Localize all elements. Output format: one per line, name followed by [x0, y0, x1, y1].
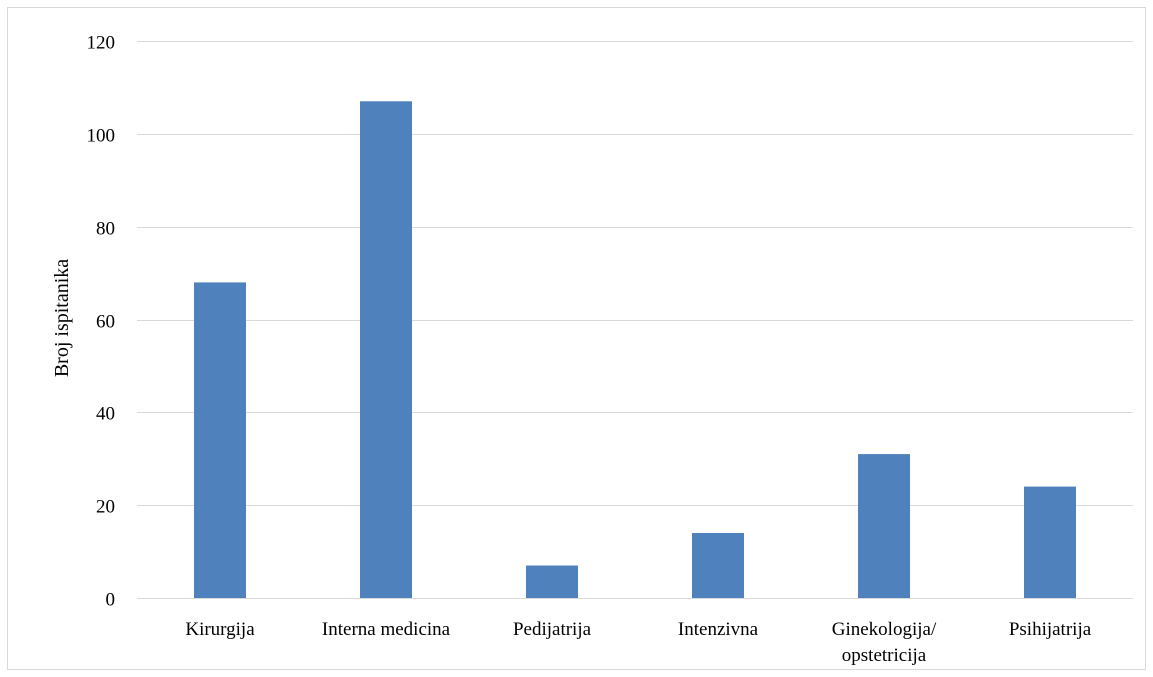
x-tick-label: Ginekologija/opstetricija: [832, 619, 937, 666]
bar: [692, 533, 744, 598]
y-tick-label: 20: [96, 497, 115, 518]
y-tick-labels: 0 20 40 60 80 100 120: [87, 33, 116, 611]
bar: [1024, 486, 1076, 598]
gridlines: [137, 41, 1133, 599]
bar: [858, 454, 910, 598]
bar: [360, 101, 412, 599]
bar: [526, 565, 578, 598]
x-tick-label: Kirurgija: [185, 619, 255, 640]
y-tick-label: 120: [87, 33, 116, 54]
y-axis-title: Broj ispitanika: [51, 259, 73, 377]
y-tick-label: 0: [106, 590, 116, 611]
bar: [194, 282, 246, 598]
x-tick-label: Psihijatrija: [1009, 619, 1092, 640]
x-tick-label: Intenzivna: [678, 619, 759, 640]
bars: [194, 101, 1076, 599]
y-tick-label: 40: [96, 404, 115, 425]
y-tick-label: 80: [96, 219, 115, 240]
x-tick-label: Interna medicina: [322, 619, 451, 640]
x-tick-label: Pedijatrija: [513, 619, 592, 640]
y-tick-label: 60: [96, 312, 115, 333]
x-tick-labels: Kirurgija Interna medicina Pedijatrija Inte…: [185, 619, 1091, 666]
y-tick-label: 100: [87, 126, 116, 147]
